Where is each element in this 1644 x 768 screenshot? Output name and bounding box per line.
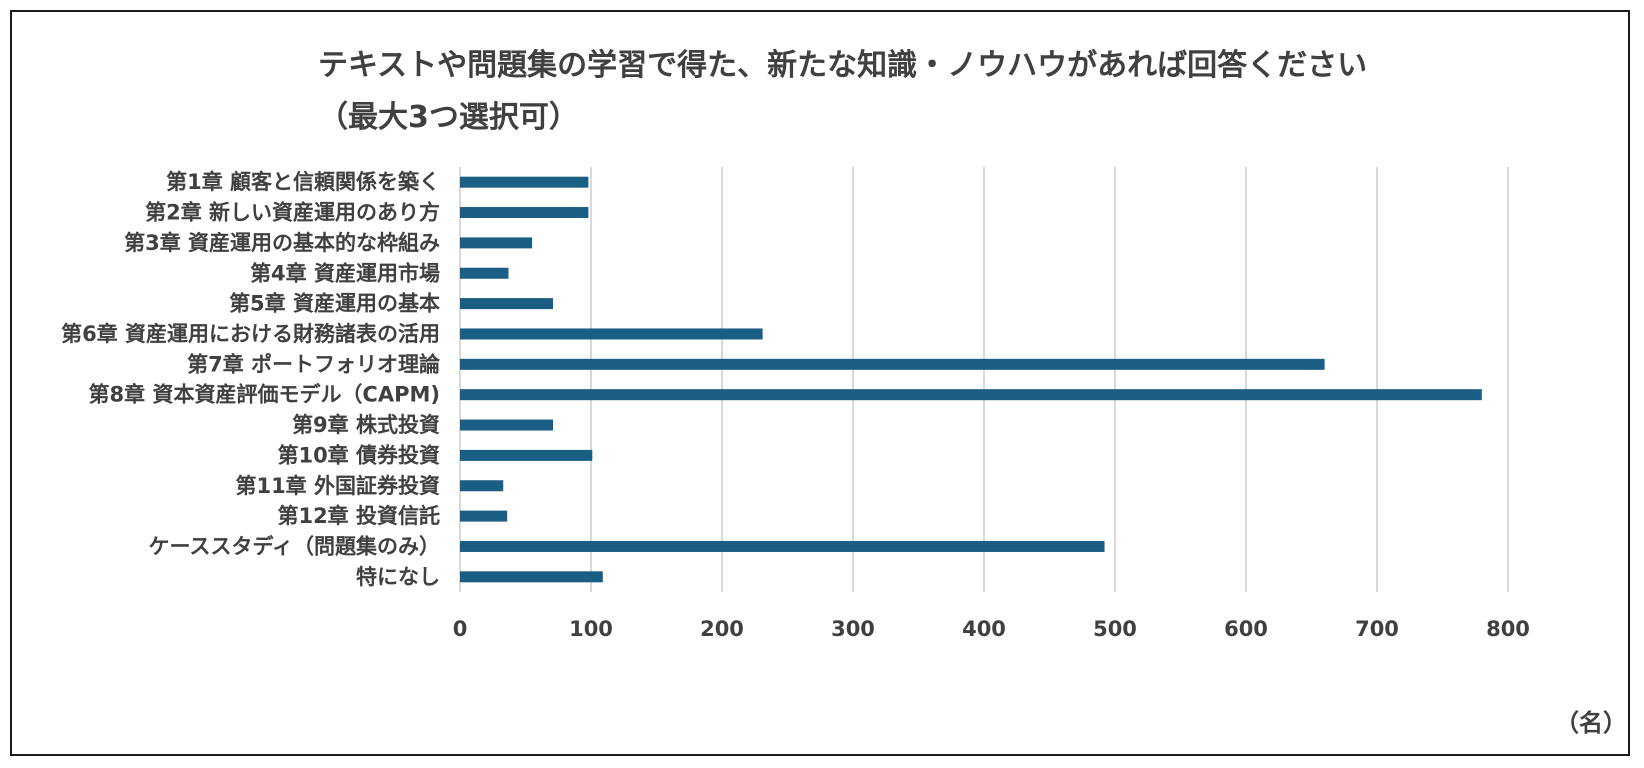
x-tick-label: 500	[1093, 617, 1137, 641]
bar-6	[460, 328, 763, 340]
category-label: 第6章 資産運用における財務諸表の活用	[61, 322, 440, 346]
axis-unit-label: （名）	[1555, 709, 1627, 737]
bar-12	[460, 510, 508, 522]
category-label: 第3章 資産運用の基本的な枠組み	[124, 231, 440, 255]
bar-9	[460, 419, 554, 431]
category-label: 第8章 資本資産評価モデル（CAPM)	[89, 383, 440, 407]
category-label: 第2章 新しい資産運用のあり方	[145, 201, 440, 225]
category-label: ケーススタディ（問題集のみ）	[149, 534, 440, 558]
gridlines	[459, 167, 1509, 592]
bar-7	[460, 358, 1325, 370]
chart-subtitle: （最大3つ選択可）	[318, 100, 579, 135]
bar-4	[460, 267, 509, 279]
category-label: 第10章 債券投資	[277, 443, 440, 467]
category-label: 第9章 株式投資	[292, 413, 440, 437]
bar-5	[460, 298, 554, 310]
category-label: 第12章 投資信託	[277, 504, 440, 528]
x-tick-label: 800	[1486, 617, 1530, 641]
x-tick-label: 0	[453, 617, 468, 641]
bar-14	[460, 571, 603, 583]
category-label: 第4章 資産運用市場	[250, 261, 440, 285]
bar-3	[460, 237, 533, 249]
bar-11	[460, 480, 504, 492]
category-label: 特になし	[356, 565, 440, 589]
category-label: 第5章 資産運用の基本	[229, 292, 440, 316]
chart-title: テキストや問題集の学習で得た、新たな知識・ノウハウがあれば回答ください	[318, 48, 1368, 83]
bar-13	[460, 540, 1105, 552]
x-tick-labels: 0 100 200 300 400 500 600 700 800	[453, 617, 1530, 641]
x-tick-label: 700	[1355, 617, 1399, 641]
category-label: 第7章 ポートフォリオ理論	[187, 352, 441, 376]
bar-2	[460, 207, 589, 219]
bars	[460, 176, 1482, 583]
chart-frame	[10, 10, 1630, 756]
x-tick-label: 200	[700, 617, 744, 641]
bar-1	[460, 176, 589, 188]
x-tick-label: 600	[1224, 617, 1268, 641]
category-label: 第1章 顧客と信頼関係を築く	[166, 170, 440, 194]
bar-8	[460, 389, 1482, 401]
x-tick-label: 100	[569, 617, 613, 641]
category-label: 第11章 外国証券投資	[235, 474, 440, 498]
x-tick-label: 300	[831, 617, 875, 641]
x-tick-label: 400	[962, 617, 1006, 641]
bar-10	[460, 449, 593, 461]
